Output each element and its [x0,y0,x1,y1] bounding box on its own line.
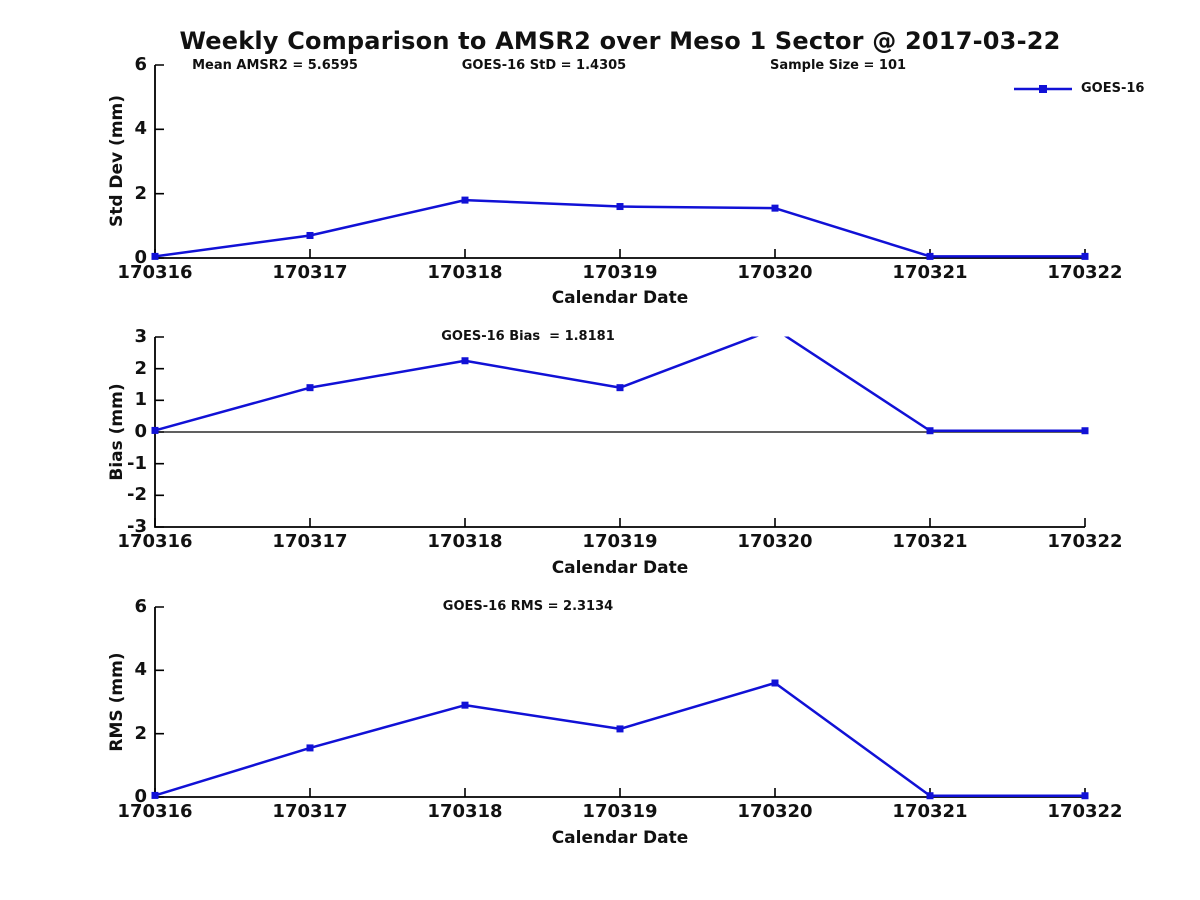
y-tick-label: 0 [134,421,147,442]
y-tick-label: -1 [127,452,147,474]
y-tick-label: 2 [134,722,147,744]
y-tick-label: 0 [134,786,147,807]
y-tick-label: 6 [134,54,147,75]
x-tick-label: 170322 [1047,531,1123,552]
square-marker-icon [1039,85,1047,93]
data-point-markers [151,679,1089,800]
x-tick-label: 170317 [272,801,348,822]
y-tick-label: 3 [134,326,147,347]
page-title: Weekly Comparison to AMSR2 over Meso 1 S… [179,27,1061,55]
annotation-goes16-rms: GOES-16 RMS = 2.3134 [442,599,614,614]
annotation-mean-amsr2: Mean AMSR2 = 5.6595 [192,58,358,73]
x-tick-label: 170320 [737,801,813,822]
x-tick-label: 170317 [272,531,348,552]
x-tick-label: 170321 [892,531,968,552]
legend-label: GOES-16 [1081,81,1145,96]
x-tick-label: 170320 [737,531,813,552]
legend-line-marker-icon [1014,85,1072,93]
x-tick-label: 170322 [1047,262,1123,283]
x-tick-label: 170318 [427,531,503,552]
x-tick-label: 170320 [737,262,813,283]
x-tick-label: 170319 [582,531,658,552]
x-axis-label-calendar-date: Calendar Date [551,558,689,578]
annotation-goes16-std: GOES-16 StD = 1.4305 [461,58,627,73]
x-tick-label: 170318 [427,801,503,822]
x-axis-label-calendar-date: Calendar Date [551,828,689,848]
x-tick-label: 170316 [117,262,193,283]
x-tick-label: 170319 [582,801,658,822]
y-tick-label: 0 [134,247,147,268]
x-tick-label: 170322 [1047,801,1123,822]
data-point-markers [151,196,1089,260]
legend: GOES-16 [1012,80,1144,98]
y-tick-label: 1 [134,389,147,411]
x-tick-label: 170316 [117,801,193,822]
y-tick-label: -3 [127,516,147,537]
x-tick-label: 170321 [892,262,968,283]
y-tick-label: 2 [134,357,147,379]
x-tick-label: 170319 [582,262,658,283]
y-tick-label: 4 [134,659,147,681]
x-tick-label: 170318 [427,262,503,283]
annotation-sample-size: Sample Size = 101 [769,58,907,73]
x-tick-label: 170316 [117,531,193,552]
x-tick-label: 170321 [892,801,968,822]
annotation-goes16-bias: GOES-16 Bias = 1.8181 [441,329,615,344]
x-tick-label: 170317 [272,262,348,283]
x-axis-label-calendar-date: Calendar Date [551,288,689,308]
data-point-markers [151,357,1089,435]
y-tick-label: 4 [134,118,147,140]
y-tick-label: 2 [134,182,147,204]
y-tick-label: -2 [127,484,147,506]
y-tick-label: 6 [134,596,147,617]
